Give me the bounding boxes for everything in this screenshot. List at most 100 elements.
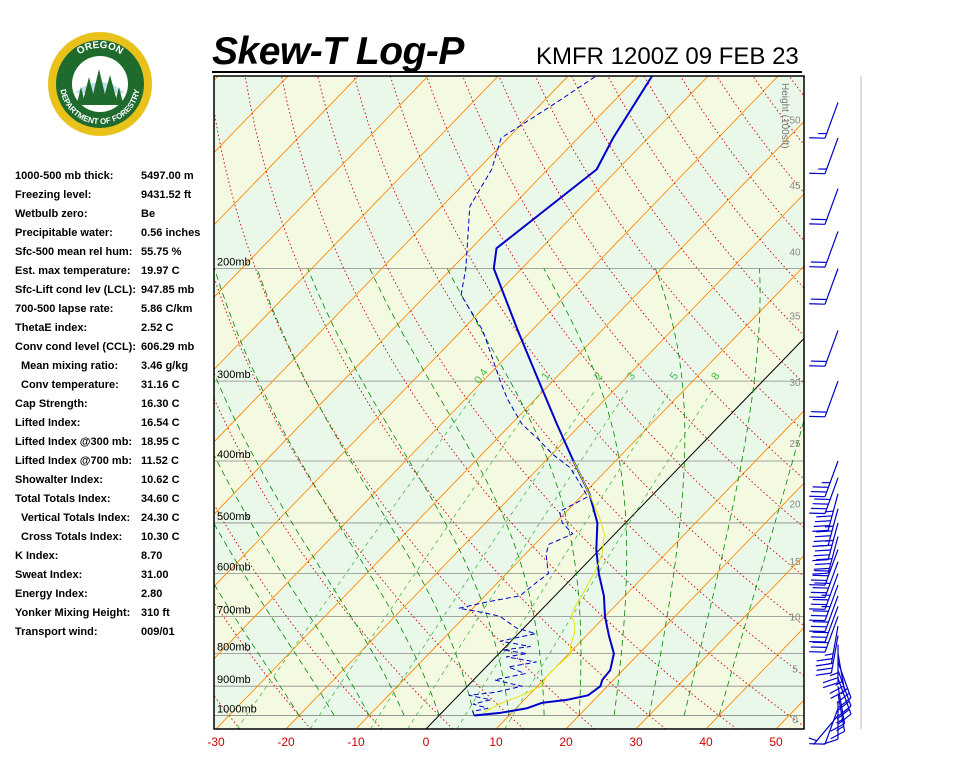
pressure-label: 600mb <box>217 562 251 574</box>
wind-barb-flag <box>810 261 827 264</box>
wind-barb <box>809 330 839 367</box>
pressure-label: 700mb <box>217 604 251 616</box>
index-label: Freezing level: <box>15 189 92 201</box>
index-row: Cap Strength: 16.30 C <box>15 396 215 415</box>
index-row: Sfc-Lift cond lev (LCL): 947.85 mb <box>15 282 215 301</box>
moist-adiabat-line <box>446 268 582 716</box>
dry-adiabat-line <box>214 503 383 729</box>
index-label: Est. max temperature: <box>15 265 131 277</box>
wind-barb <box>809 268 839 305</box>
index-row: 700-500 lapse rate: 5.86 C/km <box>15 301 215 320</box>
wind-barb-flag <box>810 360 827 363</box>
wind-barb-flag <box>815 672 832 676</box>
wind-barb-half-flag <box>821 482 831 484</box>
dry-adiabat-line <box>353 76 804 677</box>
wind-barb <box>809 380 839 418</box>
wind-barb <box>830 693 846 740</box>
index-row: Conv cond level (CCL): 606.29 mb <box>15 339 215 358</box>
index-label: Sfc-500 mean rel hum: <box>15 246 133 258</box>
plot-frame <box>213 75 805 730</box>
wind-barb-flag <box>809 415 826 418</box>
wind-barb <box>809 595 839 633</box>
index-label: Lifted Index: <box>15 417 81 429</box>
index-value: 3.46 g/kg <box>141 360 189 372</box>
index-label: Total Totals Index: <box>15 493 111 505</box>
wind-barb-flag <box>814 549 831 552</box>
wind-barb-flag <box>809 303 826 305</box>
index-label: 700-500 lapse rate: <box>15 303 114 315</box>
wind-barb-staff <box>824 477 839 514</box>
index-value: 2.80 <box>141 588 163 600</box>
wind-barb-flag <box>830 730 845 740</box>
moist-adiabat-line <box>369 268 545 716</box>
oregon-forestry-logo: OREGON DEPARTMENT OF FORESTRY <box>48 32 152 136</box>
index-row: Total Totals Index: 34.60 C <box>15 491 215 510</box>
wind-barb <box>815 626 839 667</box>
wind-barb-flag <box>815 662 832 667</box>
wind-barb-flag <box>816 667 833 671</box>
wind-barb-flag <box>812 641 829 644</box>
wind-barb-flag <box>836 692 850 704</box>
index-row: Est. max temperature: 19.97 C <box>15 263 215 282</box>
wind-barb-flag <box>829 685 845 695</box>
wind-barb-staff <box>824 268 839 305</box>
isotherm-line <box>214 76 709 588</box>
height-tick-label: 45 <box>789 181 801 192</box>
mixing-ratio-line <box>369 389 596 729</box>
wind-barb <box>822 701 839 745</box>
dry-adiabat-line <box>244 76 667 729</box>
dewpoint-line <box>458 76 597 716</box>
wind-barb-flag <box>809 137 826 139</box>
wind-barb-flag <box>830 723 845 732</box>
wind-barb <box>809 549 839 586</box>
wind-barb-flag <box>814 562 831 566</box>
height-tick-label: 10 <box>789 612 801 623</box>
height-axis-title: Height (100sft) <box>779 83 790 149</box>
isotherm-line <box>214 76 429 298</box>
index-row: Precipitable water: 0.56 inches <box>15 225 215 244</box>
wind-barb-half-flag <box>835 680 844 686</box>
index-label: K Index: <box>15 550 59 562</box>
wind-barb-flag <box>810 591 827 594</box>
wind-barb-flag <box>809 608 826 610</box>
index-value: 5.86 C/km <box>141 303 193 315</box>
index-row: Conv temperature: 31.16 C <box>15 377 215 396</box>
index-label: Conv temperature: <box>21 379 119 391</box>
index-row: Sfc-500 mean rel hum: 55.75 % <box>15 244 215 263</box>
wind-barb-flag <box>810 411 827 413</box>
height-tick-label: 50 <box>789 116 801 127</box>
index-value: 24.30 C <box>141 512 180 524</box>
height-tick-label: 15 <box>789 557 801 568</box>
index-value: 9431.52 ft <box>141 189 192 201</box>
wind-barb <box>809 102 839 139</box>
moist-adiabat-line <box>214 372 405 716</box>
dry-adiabat-line <box>462 76 804 528</box>
dry-adiabat-line <box>214 275 525 729</box>
parcel-line <box>483 460 605 714</box>
index-row: Wetbulb zero: Be <box>15 206 215 225</box>
dry-adiabat-line <box>0 76 169 729</box>
index-label: Sweat Index: <box>15 569 83 581</box>
stability-indices-list: 1000-500 mb thick: 5497.00 m Freezing leve… <box>15 168 215 643</box>
height-tick-label: 5 <box>792 665 798 676</box>
isotherm-line <box>846 76 960 729</box>
wind-barb-flag <box>812 544 829 547</box>
pressure-label: 800mb <box>217 641 251 653</box>
index-value: 8.70 <box>141 550 163 562</box>
isotherm-line <box>214 76 359 226</box>
wind-barb-staff <box>824 380 839 418</box>
wind-barb-flag <box>809 495 826 498</box>
wind-barb-flag <box>838 705 852 717</box>
wind-barb-staff <box>824 188 839 225</box>
wind-barb-staff <box>824 708 839 745</box>
index-row: Showalter Index: 10.62 C <box>15 472 215 491</box>
moist-adiabat-line <box>214 268 440 716</box>
wind-barb-flag <box>814 520 831 523</box>
index-value: 18.95 C <box>141 436 180 448</box>
height-tick-label: 35 <box>789 312 801 323</box>
dry-adiabat-line <box>571 76 804 384</box>
index-label: Vertical Totals Index: <box>21 512 131 524</box>
index-label: Mean mixing ratio: <box>21 360 119 372</box>
wind-barb-flag <box>822 677 839 684</box>
wind-barb-flag <box>812 503 829 505</box>
